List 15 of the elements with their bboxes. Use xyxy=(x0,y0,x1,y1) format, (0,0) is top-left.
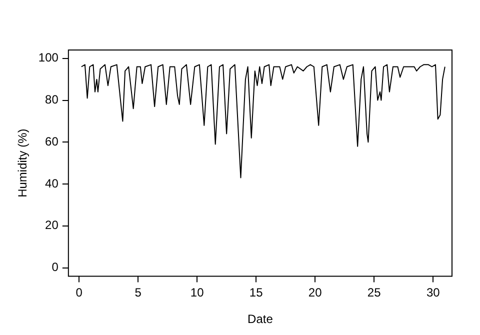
x-tick-label: 15 xyxy=(249,286,264,300)
x-tick-label: 20 xyxy=(308,286,322,300)
x-tick-label: 10 xyxy=(190,286,204,300)
y-tick-label: 20 xyxy=(45,218,59,232)
y-tick-label: 100 xyxy=(38,50,59,65)
y-tick-label: 80 xyxy=(45,92,59,107)
x-tick-label: 5 xyxy=(134,286,142,300)
y-tick-label: 40 xyxy=(45,176,59,190)
x-tick-label: 0 xyxy=(76,286,83,300)
y-tick-label: 0 xyxy=(52,260,59,274)
x-axis-title: Date xyxy=(248,312,274,326)
x-tick-label: 30 xyxy=(426,286,440,300)
x-tick-label: 25 xyxy=(367,286,382,300)
y-axis-title: Humidity (%) xyxy=(16,128,30,198)
y-tick-label: 60 xyxy=(45,134,59,148)
